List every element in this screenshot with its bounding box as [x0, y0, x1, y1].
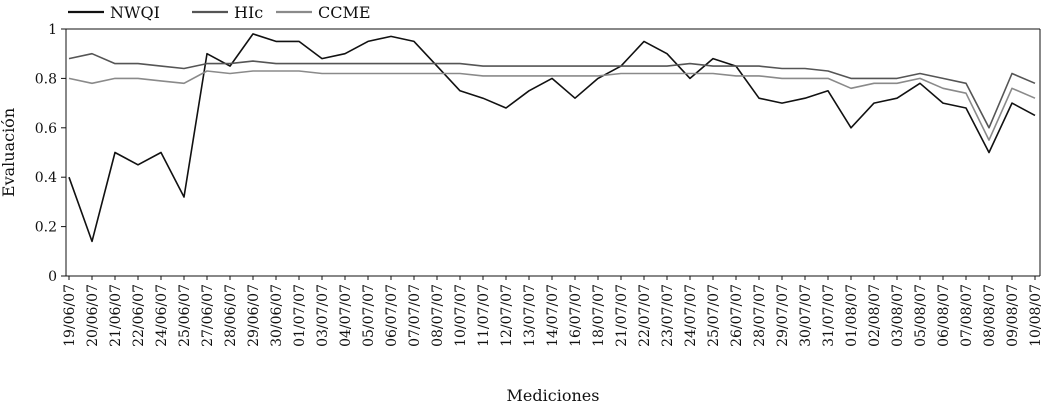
x-tick-label: 27/06/07 — [200, 284, 216, 347]
x-tick-label: 08/08/07 — [982, 284, 998, 347]
x-tick-label: 07/08/07 — [959, 284, 975, 347]
legend: NWQI HIc CCME — [68, 3, 371, 22]
x-tick-label: 21/07/07 — [614, 284, 630, 347]
x-tick-label: 11/07/07 — [476, 284, 492, 347]
x-tick-label: 07/07/07 — [407, 284, 423, 347]
x-tick-label: 10/08/07 — [1028, 284, 1042, 347]
x-tick-label: 29/07/07 — [775, 284, 791, 347]
x-tick-label: 01/07/07 — [292, 284, 308, 347]
y-axis-ticks: 0 0.2 0.4 0.6 0.8 1 — [35, 22, 66, 285]
x-tick-label: 10/07/07 — [453, 284, 469, 347]
y-tick-label: 0 — [48, 269, 57, 285]
x-tick-label: 04/07/07 — [338, 284, 354, 347]
x-tick-label: 08/07/07 — [430, 284, 446, 347]
y-tick-label: 0.6 — [35, 121, 57, 137]
legend-label-hic: HIc — [234, 3, 263, 22]
x-tick-label: 13/07/07 — [522, 284, 538, 347]
x-tick-label: 20/06/07 — [85, 284, 101, 347]
y-tick-label: 1 — [48, 22, 57, 38]
series-layer — [68, 33, 1036, 243]
x-tick-label: 25/07/07 — [706, 284, 722, 347]
x-tick-label: 05/08/07 — [913, 284, 929, 347]
y-axis-title: Evaluación — [0, 108, 18, 197]
x-tick-label: 03/08/07 — [890, 284, 906, 347]
y-tick-label: 0.2 — [35, 220, 57, 236]
x-tick-label: 03/07/07 — [315, 284, 331, 347]
x-tick-label: 16/07/07 — [568, 284, 584, 347]
x-tick-label: 25/06/07 — [177, 284, 193, 347]
x-tick-label: 19/06/07 — [62, 284, 78, 347]
x-tick-label: 26/07/07 — [729, 284, 745, 347]
x-tick-label: 21/06/07 — [108, 284, 124, 347]
x-tick-label: 06/08/07 — [936, 284, 952, 347]
x-tick-label: 30/07/07 — [798, 284, 814, 347]
x-tick-label: 05/07/07 — [361, 284, 377, 347]
x-tick-label: 18/07/07 — [591, 284, 607, 347]
x-tick-label: 14/07/07 — [545, 284, 561, 347]
x-axis-title: Mediciones — [507, 386, 600, 405]
x-axis-ticks: 19/06/07 20/06/07 21/06/07 22/06/07 24/06/07… — [62, 276, 1042, 347]
y-tick-label: 0.8 — [35, 71, 57, 87]
x-tick-label: 06/07/07 — [384, 284, 400, 347]
series-line-ccme — [68, 70, 1036, 141]
x-tick-label: 29/06/07 — [246, 284, 262, 347]
x-tick-label: 09/08/07 — [1005, 284, 1021, 347]
x-tick-label: 22/06/07 — [131, 284, 147, 347]
legend-label-ccme: CCME — [318, 3, 371, 22]
x-tick-label: 28/06/07 — [223, 284, 239, 347]
x-tick-label: 22/07/07 — [637, 284, 653, 347]
series-line-nwqi — [68, 33, 1036, 243]
x-tick-label: 01/08/07 — [844, 284, 860, 347]
x-tick-label: 24/07/07 — [683, 284, 699, 347]
x-tick-label: 23/07/07 — [660, 284, 676, 347]
legend-label-nwqi: NWQI — [110, 3, 160, 22]
x-tick-label: 28/07/07 — [752, 284, 768, 347]
x-tick-label: 12/07/07 — [499, 284, 515, 347]
y-tick-label: 0.4 — [35, 170, 57, 186]
x-tick-label: 31/07/07 — [821, 284, 837, 347]
x-tick-label: 30/06/07 — [269, 284, 285, 347]
x-tick-label: 24/06/07 — [154, 284, 170, 347]
x-tick-label: 02/08/07 — [867, 284, 883, 347]
series-line-hic — [68, 52, 1036, 129]
